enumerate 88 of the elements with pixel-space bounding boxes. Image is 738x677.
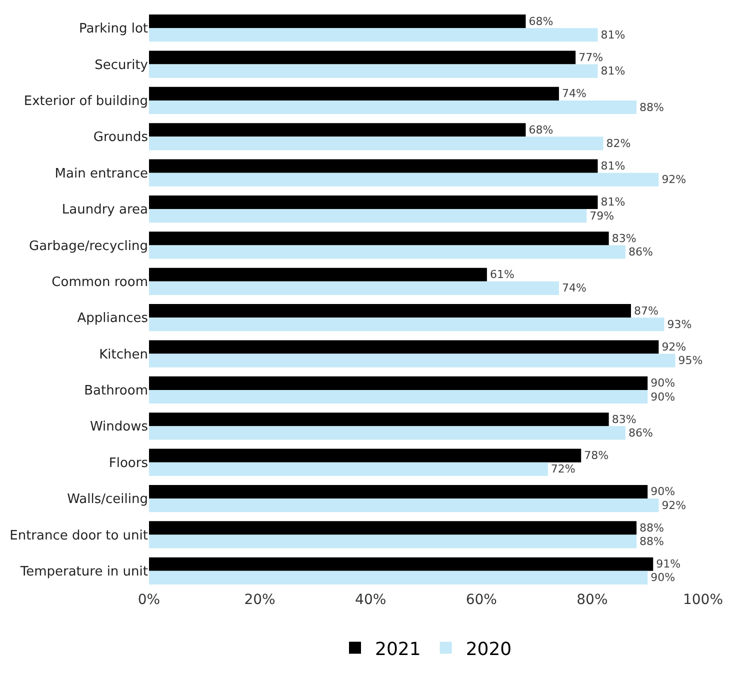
bar — [149, 521, 637, 535]
bar — [149, 304, 631, 318]
data-label: 88% — [640, 521, 664, 534]
bar — [149, 281, 559, 295]
bar — [149, 498, 659, 512]
data-label: 81% — [600, 64, 626, 78]
bar — [149, 159, 598, 173]
x-tick-label: 20% — [244, 592, 276, 608]
y-tick-label: Walls/ceiling — [67, 492, 148, 508]
y-tick-label: Grounds — [93, 130, 148, 146]
data-label: 82% — [606, 136, 631, 150]
y-tick-label: Appliances — [77, 311, 148, 326]
bar — [149, 448, 582, 462]
data-label: 81% — [600, 160, 626, 173]
data-label: 83% — [612, 232, 636, 245]
data-label: 68% — [528, 14, 554, 28]
y-tick-label: Main entrance — [54, 166, 148, 182]
x-tick-label: 0% — [138, 592, 160, 608]
y-tick-label: Floors — [108, 456, 148, 471]
bar — [149, 64, 598, 78]
data-label: 72% — [550, 462, 576, 476]
data-label: 74% — [562, 282, 586, 295]
data-label: 86% — [628, 246, 653, 259]
data-label: 87% — [634, 304, 658, 318]
data-label: 78% — [584, 449, 609, 462]
data-label: 81% — [600, 196, 626, 209]
bar — [149, 86, 559, 100]
data-label: 88% — [640, 535, 664, 548]
bar — [149, 14, 526, 28]
data-label: 83% — [612, 412, 636, 426]
y-tick-label: Kitchen — [99, 347, 148, 362]
data-label: 93% — [667, 318, 692, 331]
data-label: 90% — [650, 390, 676, 404]
y-tick-label: Security — [94, 58, 148, 73]
bar — [149, 50, 576, 64]
data-label: 79% — [590, 209, 614, 222]
data-label: 88% — [640, 100, 664, 114]
bar — [149, 195, 598, 210]
data-label: 92% — [662, 498, 686, 512]
bar — [149, 232, 609, 246]
bar — [149, 245, 626, 259]
y-tick-label: Entrance door to unit — [10, 528, 148, 544]
data-label: 90% — [650, 485, 676, 498]
legend-label: 2021 — [375, 638, 421, 660]
data-label: 81% — [600, 28, 626, 42]
y-tick-label: Temperature in unit — [19, 564, 148, 580]
x-tick-label: 100% — [682, 592, 724, 608]
y-tick-label: Common room — [52, 274, 148, 290]
bar — [149, 136, 604, 150]
bar — [149, 462, 548, 476]
data-label: 90% — [650, 376, 676, 390]
bar — [149, 426, 626, 440]
y-tick-label: Laundry area — [62, 202, 148, 218]
data-label: 91% — [656, 558, 681, 571]
bar — [149, 28, 598, 42]
y-tick-label: Parking lot — [79, 22, 148, 37]
bar — [149, 534, 637, 548]
bar — [149, 557, 654, 571]
data-label: 68% — [528, 123, 554, 136]
bar — [149, 412, 609, 426]
x-tick-label: 40% — [355, 592, 386, 608]
bar — [149, 172, 659, 186]
data-label: 90% — [650, 571, 676, 584]
x-tick-label: 60% — [466, 592, 497, 608]
bar — [149, 100, 637, 114]
data-label: 74% — [562, 87, 586, 100]
bar — [149, 209, 587, 223]
y-tick-label: Exterior of building — [24, 94, 148, 110]
y-tick-label: Bathroom — [84, 384, 148, 399]
data-label: 86% — [628, 426, 653, 440]
bar — [149, 123, 526, 137]
bar — [149, 390, 648, 404]
x-tick-label: 80% — [576, 592, 608, 608]
bar — [149, 484, 648, 499]
bar — [149, 340, 659, 354]
bar — [149, 570, 648, 584]
bar — [149, 376, 648, 390]
bar — [149, 268, 487, 282]
data-label: 61% — [490, 268, 514, 282]
y-tick-label: Garbage/recycling — [29, 238, 148, 254]
bar — [149, 354, 676, 368]
data-label: 95% — [678, 354, 703, 368]
bar — [149, 318, 664, 332]
data-label: 92% — [662, 173, 686, 186]
data-label: 77% — [578, 50, 604, 64]
legend-label: 2020 — [466, 638, 512, 660]
y-tick-label: Windows — [90, 420, 148, 435]
data-label: 92% — [662, 340, 686, 354]
